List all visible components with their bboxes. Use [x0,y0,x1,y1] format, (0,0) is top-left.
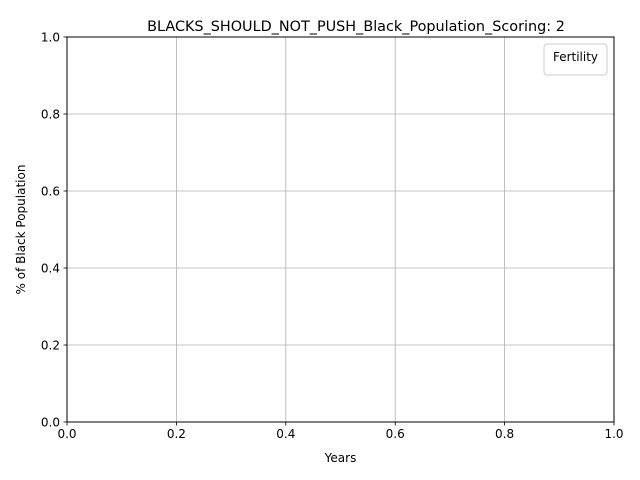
y-tick-label: 0.8 [41,108,60,122]
grid-lines [66,36,615,423]
x-tick-label: 0.4 [276,427,295,441]
x-tick-label: 1.0 [604,427,623,441]
y-tick-label: 0.4 [41,262,60,276]
y-axis: 0.0 0.2 0.4 0.6 0.8 1.0 [41,31,67,430]
x-tick-label: 0.8 [495,427,514,441]
y-tick-label: 1.0 [41,31,60,45]
x-tick-label: 0.2 [167,427,186,441]
x-axis: 0.0 0.2 0.4 0.6 0.8 1.0 [57,422,624,441]
chart-title: BLACKS_SHOULD_NOT_PUSH_Black_Population_… [147,19,565,35]
x-tick-label: 0.6 [386,427,405,441]
legend-box [543,43,608,76]
x-tick-label: 0.0 [57,427,76,441]
legend-title: Fertility [553,50,598,64]
y-tick-label: 0.2 [41,339,60,353]
legend: Fertility [543,43,608,76]
y-axis-label: % of Black Population [14,165,28,295]
y-tick-label: 0.6 [41,185,60,199]
plot-area-frame [66,36,615,423]
x-axis-label: Years [324,451,357,465]
y-tick-label: 0.0 [41,416,60,430]
